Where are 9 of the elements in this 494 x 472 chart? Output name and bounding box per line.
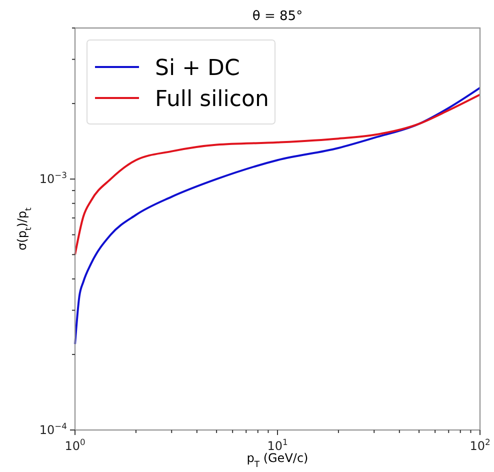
y-tick-label: 10$^{−3}$ (39, 170, 67, 186)
x-axis-title: p$_{T}$ (GeV/c) (246, 451, 308, 469)
y-tick-label: 10$^{−4}$ (39, 421, 67, 437)
legend-label: Si + DC (155, 56, 240, 81)
x-tick-label: 10$^{1}$ (267, 437, 288, 453)
x-tick-label: 10$^{2}$ (470, 437, 490, 453)
x-tick-label: 10$^{0}$ (64, 437, 86, 453)
legend-label: Full silicon (155, 87, 269, 112)
chart-title: θ = 85° (252, 9, 303, 24)
